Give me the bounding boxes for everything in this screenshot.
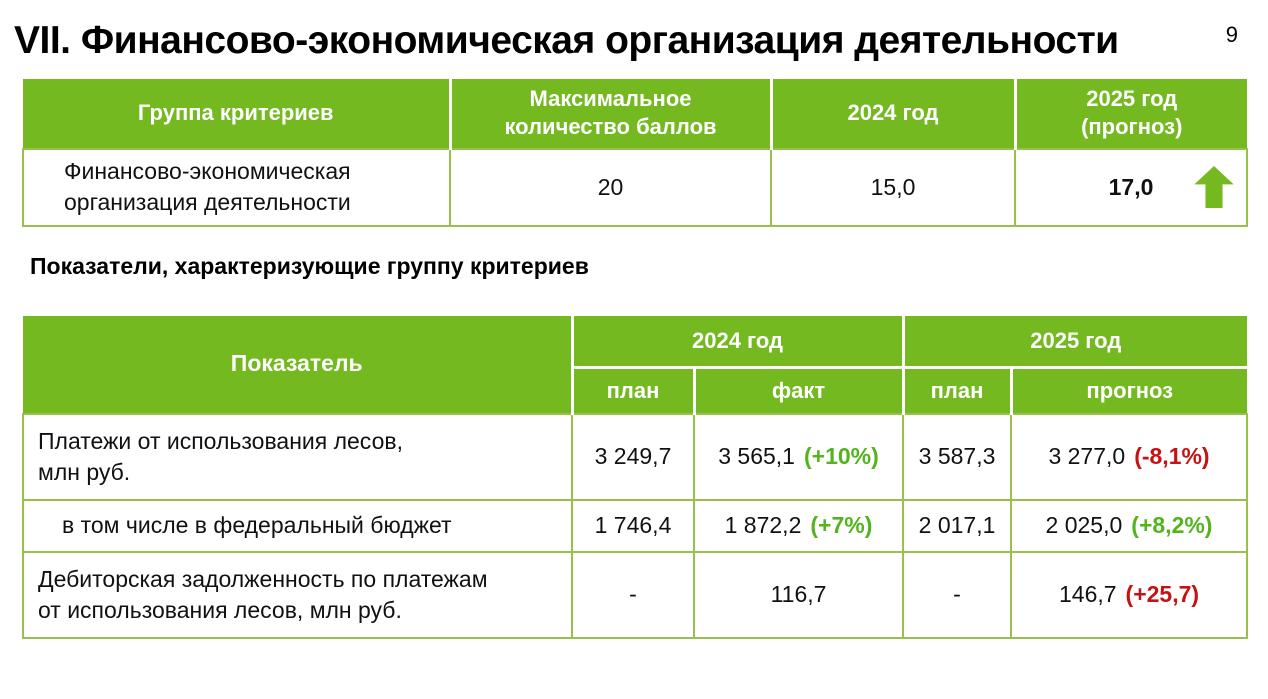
indicators-header-forecast-2025: прогноз (1009, 367, 1248, 414)
indicator-row-receivables: Дебиторская задолженность по платежам от… (22, 550, 1249, 639)
receivables-plan-2024: - (571, 550, 695, 639)
indicator-label: Дебиторская задолженность по платежам от… (22, 550, 573, 639)
indicator-label: в том числе в федеральный бюджет (22, 498, 573, 553)
slide-title: VII. Финансово-экономическая организация… (14, 19, 1119, 62)
federal-forecast-2025: 2 025,0 (+8,2%) (1010, 498, 1249, 553)
cell-value: 3 249,7 (594, 443, 672, 470)
federal-plan-2025: 2 017,1 (902, 498, 1013, 553)
page-number: 9 (1225, 22, 1238, 47)
cell-change: (+8,2%) (1131, 512, 1213, 539)
arrow-up-icon (1194, 166, 1234, 209)
cell-value: 2 017,1 (918, 512, 996, 539)
payments-plan-2024: 3 249,7 (571, 412, 695, 501)
cell-value: 1 872,2 (724, 512, 802, 539)
indicator-row-federal-budget: в том числе в федеральный бюджет 1 746,4… (22, 498, 1249, 553)
criteria-row: Финансово-экономическая организация деят… (22, 147, 1248, 227)
indicator-label: Платежи от использования лесов, млн руб. (22, 412, 573, 501)
payments-fact-2024: 3 565,1 (+10%) (692, 412, 905, 501)
indicators-header-fact-2024: факт (692, 367, 905, 414)
criteria-header-2024: 2024 год (769, 78, 1017, 149)
criteria-max-points: 20 (449, 147, 772, 227)
indicators-header-plan-2024: план (572, 367, 696, 414)
criteria-header-2025: 2025 год (прогноз) (1013, 78, 1247, 149)
cell-change: (-8,1%) (1134, 443, 1210, 470)
criteria-group-name: Финансово-экономическая организация деят… (22, 147, 451, 227)
criteria-header-row: Группа критериев Максимальное количество… (23, 78, 1247, 149)
payments-plan-2025: 3 587,3 (902, 412, 1013, 501)
receivables-forecast-2025: 146,7 (+25,7) (1010, 550, 1249, 639)
indicators-header-plan-2025: план (901, 367, 1013, 414)
indicators-header-indicator: Показатель (23, 315, 574, 414)
criteria-value-2025: 17,0 (1108, 173, 1154, 200)
indicators-header-2024: 2024 год (570, 315, 905, 370)
criteria-value-2025-cell: 17,0 (1014, 147, 1248, 227)
cell-change: (+25,7) (1125, 581, 1200, 608)
cell-value: - (629, 581, 637, 608)
criteria-table: Группа критериев Максимальное количество… (22, 78, 1248, 227)
criteria-header-group: Группа критериев (23, 78, 452, 149)
federal-plan-2024: 1 746,4 (571, 498, 695, 553)
indicators-header-2025: 2025 год (901, 315, 1248, 370)
cell-value: 146,7 (1058, 581, 1117, 608)
cell-value: 1 746,4 (594, 512, 672, 539)
receivables-fact-2024: 116,7 (692, 550, 905, 639)
cell-value: 3 565,1 (718, 443, 795, 470)
cell-value: - (953, 581, 961, 608)
indicators-table: Показатель 2024 год 2025 год план факт п… (22, 315, 1249, 639)
cell-value: 3 587,3 (918, 443, 996, 470)
cell-value: 3 277,0 (1048, 443, 1126, 470)
criteria-header-max-points: Максимальное количество баллов (448, 78, 773, 149)
criteria-value-2024: 15,0 (770, 147, 1016, 227)
cell-change: (+7%) (810, 512, 873, 539)
receivables-plan-2025: - (902, 550, 1013, 639)
cell-value: 116,7 (770, 581, 827, 608)
indicators-subtitle: Показатели, характеризующие группу крите… (30, 252, 589, 279)
indicators-header-years-row: Показатель 2024 год 2025 год (23, 315, 1248, 414)
cell-change: (+10%) (803, 443, 879, 470)
payments-forecast-2025: 3 277,0 (-8,1%) (1010, 412, 1249, 501)
indicator-row-payments: Платежи от использования лесов, млн руб.… (22, 412, 1249, 501)
cell-value: 2 025,0 (1045, 512, 1123, 539)
indicators-header-sub-row: план факт план прогноз (23, 367, 1248, 414)
federal-fact-2024: 1 872,2 (+7%) (692, 498, 905, 553)
